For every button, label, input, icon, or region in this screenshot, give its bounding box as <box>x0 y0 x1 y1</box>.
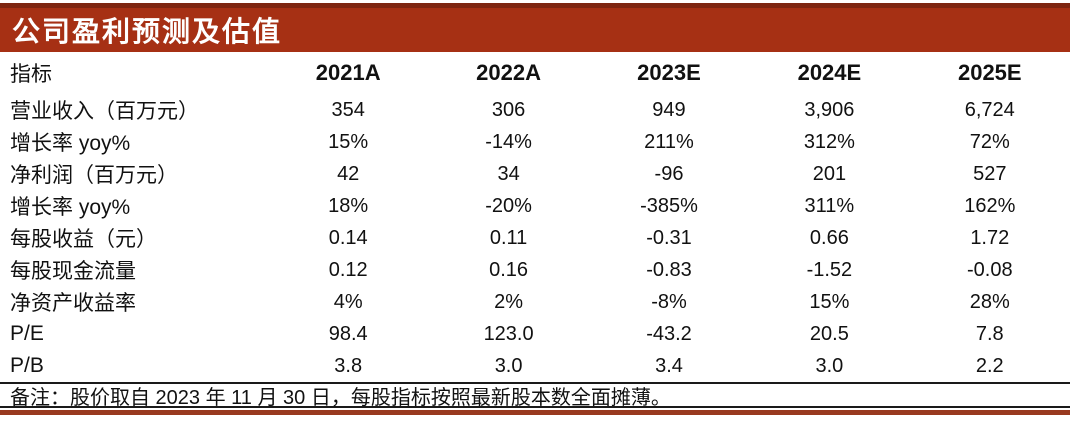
cell-value: -1.52 <box>806 258 853 281</box>
column-header-2024e: 2024E <box>797 60 862 85</box>
cell-value: 0.12 <box>328 258 368 281</box>
table-row-revenue: 营业收入（百万元） 354 306 949 3,906 6,724 <box>0 94 1070 126</box>
cell-value: 4% <box>333 290 363 313</box>
row-label: P/B <box>10 354 44 377</box>
cell-value: 20.5 <box>809 322 849 345</box>
cell-value: 0.66 <box>809 226 849 249</box>
cell-value: 15% <box>809 290 850 313</box>
table-title-bar: 公司盈利预测及估值 <box>0 8 1070 52</box>
table-row-roe: 净资产收益率 4% 2% -8% 15% 28% <box>0 286 1070 318</box>
row-label: 营业收入（百万元） <box>10 100 199 123</box>
cell-value: 42 <box>337 162 360 185</box>
table-row-net-profit: 净利润（百万元） 42 34 -96 201 527 <box>0 158 1070 190</box>
cell-value: 3.0 <box>494 354 523 377</box>
cell-value: -43.2 <box>646 322 692 345</box>
top-rule <box>0 3 1070 8</box>
column-header-2021a: 2021A <box>315 60 381 85</box>
cell-value: 3,906 <box>804 98 855 121</box>
row-label: 净资产收益率 <box>10 292 136 315</box>
table-title: 公司盈利预测及估值 <box>12 17 283 48</box>
cell-value: 312% <box>803 130 855 153</box>
cell-value: -0.31 <box>646 226 692 249</box>
cell-value: 311% <box>804 194 855 217</box>
cell-value: 0.16 <box>489 258 529 281</box>
cell-value: 162% <box>964 194 1016 217</box>
cell-value: 949 <box>652 98 686 121</box>
cell-value: 1.72 <box>970 226 1010 249</box>
table-row-eps: 每股收益（元） 0.14 0.11 -0.31 0.66 1.72 <box>0 222 1070 254</box>
row-label: 增长率 yoy% <box>10 132 131 155</box>
table-row-cash-flow-per-share: 每股现金流量 0.12 0.16 -0.83 -1.52 -0.08 <box>0 254 1070 286</box>
cell-value: -0.83 <box>646 258 692 281</box>
cell-value: -96 <box>654 162 684 185</box>
cell-value: 0.11 <box>489 226 528 249</box>
column-header-2025e: 2025E <box>957 60 1022 85</box>
cell-value: 201 <box>812 162 847 185</box>
row-label: 每股现金流量 <box>10 260 136 283</box>
cell-value: 2% <box>494 290 524 313</box>
cell-value: 306 <box>491 98 526 121</box>
cell-value: -0.08 <box>966 258 1013 281</box>
cell-value: 28% <box>969 290 1010 313</box>
cell-value: 3.4 <box>655 354 683 377</box>
cell-value: -385% <box>640 194 698 217</box>
bottom-rule <box>0 410 1070 415</box>
cell-value: 18% <box>328 194 369 217</box>
table-row-profit-growth: 增长率 yoy% 18% -20% -385% 311% 162% <box>0 190 1070 222</box>
column-header-2022a: 2022A <box>476 60 542 85</box>
cell-value: 15% <box>328 130 369 153</box>
cell-value: -14% <box>485 130 532 153</box>
table-row-pe: P/E 98.4 123.0 -43.2 20.5 7.8 <box>0 318 1070 350</box>
cell-value: 2.2 <box>975 354 1004 377</box>
cell-value: 354 <box>331 98 365 121</box>
table-row-pb: P/B 3.8 3.0 3.4 3.0 2.2 <box>0 350 1070 382</box>
table-header-row: 指标 2021A 2022A 2023E 2024E 2025E <box>0 52 1070 94</box>
cell-value: 72% <box>969 130 1010 153</box>
cell-value: 98.4 <box>328 322 368 345</box>
cell-value: 34 <box>497 162 520 185</box>
cell-value: 3.8 <box>334 354 363 377</box>
cell-value: 3.0 <box>815 354 844 377</box>
row-label: 增长率 yoy% <box>10 196 131 219</box>
footnote: 备注：股价取自 2023 年 11 月 30 日，每股指标按照最新股本数全面摊薄… <box>0 382 1070 409</box>
row-label: 净利润（百万元） <box>10 164 178 187</box>
cell-value: -8% <box>651 290 687 313</box>
cell-value: 527 <box>973 162 1007 185</box>
cell-value: 123.0 <box>483 322 534 345</box>
column-header-2023e: 2023E <box>637 60 701 85</box>
row-label: P/E <box>10 322 44 345</box>
table-row-revenue-growth: 增长率 yoy% 15% -14% 211% 312% 72% <box>0 126 1070 158</box>
cell-value: 211% <box>644 130 694 153</box>
cell-value: 7.8 <box>975 322 1004 345</box>
cell-value: -20% <box>485 194 532 217</box>
cell-value: 6,724 <box>964 98 1015 121</box>
column-header-indicator: 指标 <box>10 63 52 86</box>
row-label: 每股收益（元） <box>10 228 157 251</box>
cell-value: 0.14 <box>328 226 368 249</box>
